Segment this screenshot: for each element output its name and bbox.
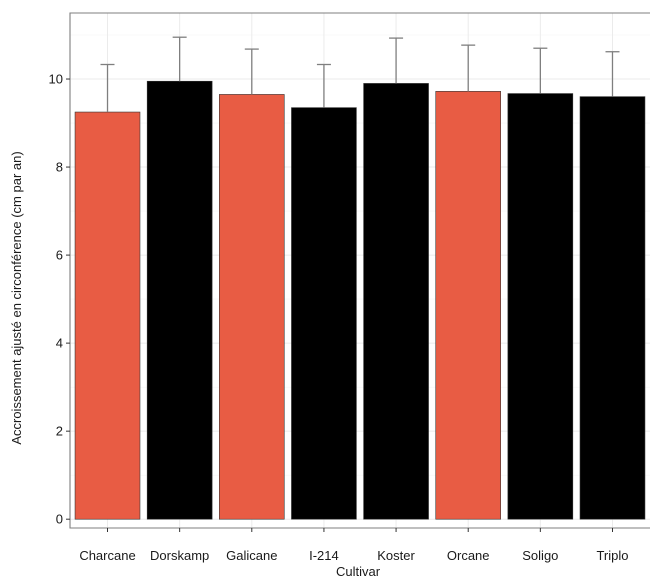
x-tick-label: Koster [377, 548, 415, 563]
error-bars [100, 36, 620, 113]
x-tick-label: Triplo [596, 548, 628, 563]
x-axis-title: Cultivar [336, 564, 381, 578]
bar-i-214 [291, 107, 357, 520]
bar-soligo [507, 93, 574, 520]
y-tick-label: 2 [56, 424, 63, 439]
y-tick-label: 4 [56, 336, 63, 351]
x-tick-label: Galicane [226, 548, 277, 563]
y-axis-ticks: 0 2 4 6 8 10 [49, 72, 70, 527]
panel-outline [69, 12, 650, 529]
panel-border [69, 12, 650, 529]
x-tick-label: Charcane [79, 548, 135, 563]
bar-triplo [579, 96, 646, 520]
x-tick-label: Dorskamp [150, 548, 209, 563]
x-axis-ticks: Charcane Dorskamp Galicane I-214 Koster Orcan… [79, 528, 629, 563]
y-axis-title: Accroissement ajusté en circonférence (c… [9, 151, 24, 444]
x-tick-label: Soligo [522, 548, 558, 563]
bar-dorskamp [146, 80, 213, 520]
y-tick-label: 10 [49, 72, 63, 87]
bar-orcane [435, 91, 501, 520]
y-tick-label: 0 [56, 512, 63, 527]
x-tick-label: Orcane [447, 548, 490, 563]
bar-galicane [219, 94, 285, 520]
bar-charcane [74, 111, 141, 520]
bars [74, 80, 646, 520]
bar-koster [363, 83, 429, 520]
y-tick-label: 8 [56, 160, 63, 175]
x-tick-label: I-214 [309, 548, 339, 563]
y-tick-label: 6 [56, 248, 63, 263]
